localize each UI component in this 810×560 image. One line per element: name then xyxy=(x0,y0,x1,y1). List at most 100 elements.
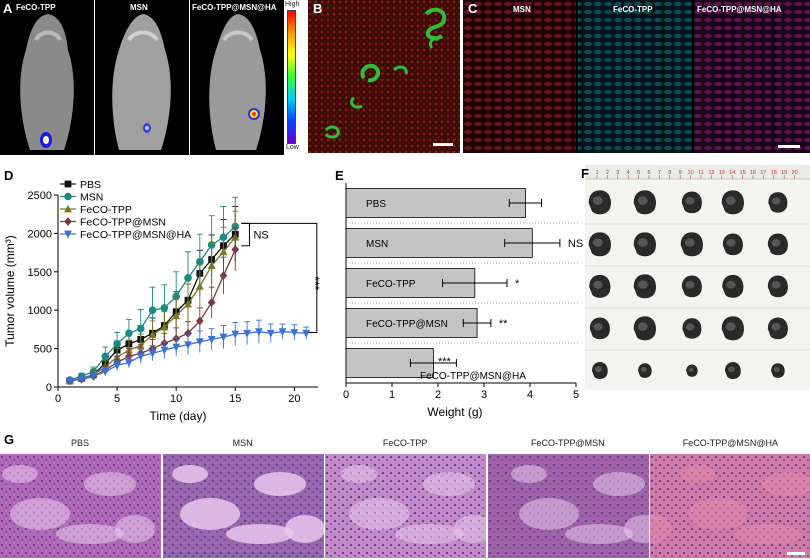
tissue-region xyxy=(454,515,487,543)
ruler-number: 16 xyxy=(750,170,756,176)
tumor-highlight xyxy=(640,367,647,373)
tissue-region xyxy=(84,472,136,496)
category-label: FeCO-TPP xyxy=(366,279,416,290)
panel-f: 1 2 3 4 5 6 7 8 9 10 11 12 13 14 15 16 17 18 19 20 F xyxy=(581,165,810,393)
histology-title: PBS xyxy=(70,438,89,448)
tumor-highlight xyxy=(637,322,648,331)
panel-b-label: B xyxy=(313,1,323,16)
data-point xyxy=(160,346,169,355)
ruler-number: 13 xyxy=(719,170,725,176)
panel-b-micrograph xyxy=(308,0,460,153)
data-point xyxy=(219,271,228,281)
triple-star-label: *** xyxy=(308,276,322,290)
data-point xyxy=(64,180,72,188)
histology-title: FeCO-TPP xyxy=(382,438,428,448)
panel-a: FeCO-TPP MSN FeCO-TPP@MSN@HA A High Low xyxy=(0,0,310,155)
tissue-region xyxy=(341,465,378,483)
data-point xyxy=(184,299,192,308)
panel-a-caption-3: FeCO-TPP@MSN@HA xyxy=(192,3,277,12)
data-point xyxy=(113,340,121,348)
histology-image xyxy=(0,454,161,558)
data-point xyxy=(195,281,204,290)
series-FeCO-TPP@MSN@HA xyxy=(65,319,311,386)
histology-title: FeCO-TPP@MSN xyxy=(530,438,605,448)
tumor-highlight xyxy=(771,239,781,247)
mouse-2-figure xyxy=(112,14,171,150)
significance-label: ** xyxy=(499,318,508,330)
tissue-region xyxy=(115,515,155,543)
data-point xyxy=(64,204,72,213)
category-label: FeCO-TPP@MSN@HA xyxy=(420,371,526,382)
ruler-number: 4 xyxy=(627,170,630,176)
tumor-highlight xyxy=(726,280,736,289)
tissue-region xyxy=(510,465,547,483)
colorbar-high-label: High xyxy=(285,1,300,8)
tumor-highlight xyxy=(771,197,781,205)
x-tick-label: 10 xyxy=(170,393,182,405)
triple-star-bracket xyxy=(241,222,318,333)
tissue-region xyxy=(564,524,633,544)
panel-a-caption-2: MSN xyxy=(130,3,148,12)
histology-title: MSN xyxy=(232,438,253,448)
x-tick-label: 1 xyxy=(389,389,395,401)
x-tick-label: 15 xyxy=(229,393,241,405)
y-tick-label: 1000 xyxy=(28,305,52,317)
data-point xyxy=(184,274,192,282)
ns-label: NS xyxy=(253,230,268,242)
tissue-region xyxy=(253,472,306,496)
tumor-highlight xyxy=(771,281,781,289)
tumor-highlight xyxy=(727,366,735,373)
x-axis-label: Weight (g) xyxy=(427,405,482,419)
tissue-region xyxy=(518,498,579,530)
data-point xyxy=(136,324,145,333)
tumor-highlight xyxy=(685,323,695,331)
panel-e-label: E xyxy=(335,168,344,183)
y-tick-label: 2000 xyxy=(28,228,52,240)
data-point xyxy=(160,304,169,312)
data-point xyxy=(290,329,299,337)
panel-f-label: F xyxy=(581,166,589,181)
data-point xyxy=(172,311,181,319)
histology-image xyxy=(487,454,649,558)
tumor-highlight xyxy=(725,196,736,205)
panel-a-caption-1: FeCO-TPP xyxy=(16,3,56,12)
tissue-region xyxy=(2,465,38,483)
tissue-region xyxy=(171,465,208,483)
data-point xyxy=(101,368,110,377)
panel-c-micrographs xyxy=(463,0,810,153)
panel-c-caption-3: FeCO-TPP@MSN@HA xyxy=(697,5,782,14)
tumor-highlight xyxy=(592,238,603,247)
tissue-region xyxy=(10,498,70,530)
histology-image xyxy=(650,454,810,558)
mouse-image-1 xyxy=(0,0,94,155)
y-tick-label: 1500 xyxy=(28,267,52,279)
tissue-region xyxy=(680,465,717,483)
colorbar-low-label: Low xyxy=(286,144,299,151)
data-point xyxy=(148,349,157,358)
tumor-highlight xyxy=(637,280,648,289)
data-point xyxy=(125,351,133,361)
data-point xyxy=(243,329,251,338)
scale-bar xyxy=(787,552,806,555)
tumor-highlight xyxy=(594,366,602,373)
y-tick-label: 500 xyxy=(34,344,52,356)
x-tick-label: 0 xyxy=(343,389,349,401)
category-label: PBS xyxy=(366,199,386,210)
data-point xyxy=(113,362,121,370)
bar xyxy=(345,308,478,338)
tumor-highlight xyxy=(593,323,603,331)
data-point xyxy=(195,338,204,347)
mouse-1-figure xyxy=(20,14,74,150)
data-point xyxy=(266,329,275,338)
tissue-region xyxy=(284,515,324,543)
tumor-highlight xyxy=(688,367,694,372)
data-point xyxy=(65,377,74,386)
panel-b: B xyxy=(308,0,460,153)
data-point xyxy=(64,192,72,201)
y-tick-label: 0 xyxy=(46,382,52,394)
ns-bracket xyxy=(241,222,250,247)
tissue-region xyxy=(395,524,464,544)
category-label: FeCO-TPP@MSN xyxy=(366,319,448,330)
significance-brackets: NS *** xyxy=(241,222,322,333)
tissue-region xyxy=(349,498,410,530)
